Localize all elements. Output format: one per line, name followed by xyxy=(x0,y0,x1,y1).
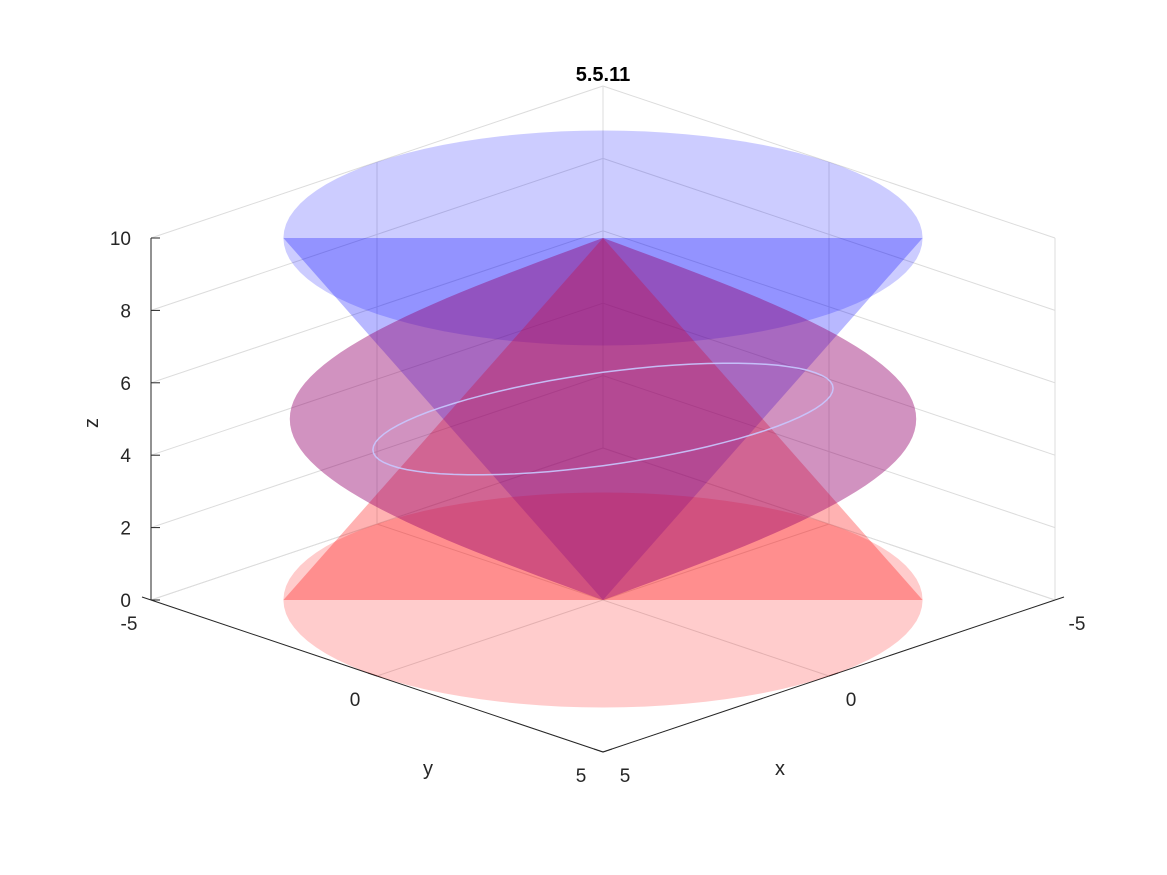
blue-spindle-overlay xyxy=(289,238,917,600)
axes xyxy=(141,237,1065,753)
y-tick-label: -5 xyxy=(121,614,138,635)
x-tick-label: 5 xyxy=(620,766,631,787)
x-tick xyxy=(828,672,839,677)
y-tick-label: 0 xyxy=(350,690,361,711)
y-tick xyxy=(593,748,604,753)
red-cone-base xyxy=(283,492,923,708)
z-tick-label: 0 xyxy=(120,591,131,612)
chart-title: 5.5.11 xyxy=(576,64,631,86)
y-axis-label: y xyxy=(423,758,433,780)
x-tick-label: 0 xyxy=(846,690,857,711)
z-tick-label: 2 xyxy=(120,519,131,540)
y-tick-label: 5 xyxy=(576,766,587,787)
intersection-curve xyxy=(372,362,834,476)
grid-line xyxy=(602,447,1056,601)
red-spindle-surface xyxy=(289,238,917,600)
z-tick-label: 10 xyxy=(110,229,131,250)
x-tick xyxy=(1054,596,1065,601)
z-tick-label: 4 xyxy=(120,446,131,467)
x-axis-label: x xyxy=(775,758,785,780)
blue-cone-cap xyxy=(283,130,923,346)
x-tick xyxy=(602,748,613,753)
z-tick-label: 8 xyxy=(120,301,131,322)
surfaces xyxy=(283,130,923,708)
red-cone-surface xyxy=(283,238,923,600)
blue-cone-surface xyxy=(283,238,923,600)
z-axis-label: z xyxy=(81,418,103,428)
y-tick xyxy=(367,672,378,677)
x-tick-label: -5 xyxy=(1069,614,1086,635)
y-tick xyxy=(141,596,152,601)
z-tick-label: 6 xyxy=(120,374,131,395)
grid-line xyxy=(376,523,830,677)
